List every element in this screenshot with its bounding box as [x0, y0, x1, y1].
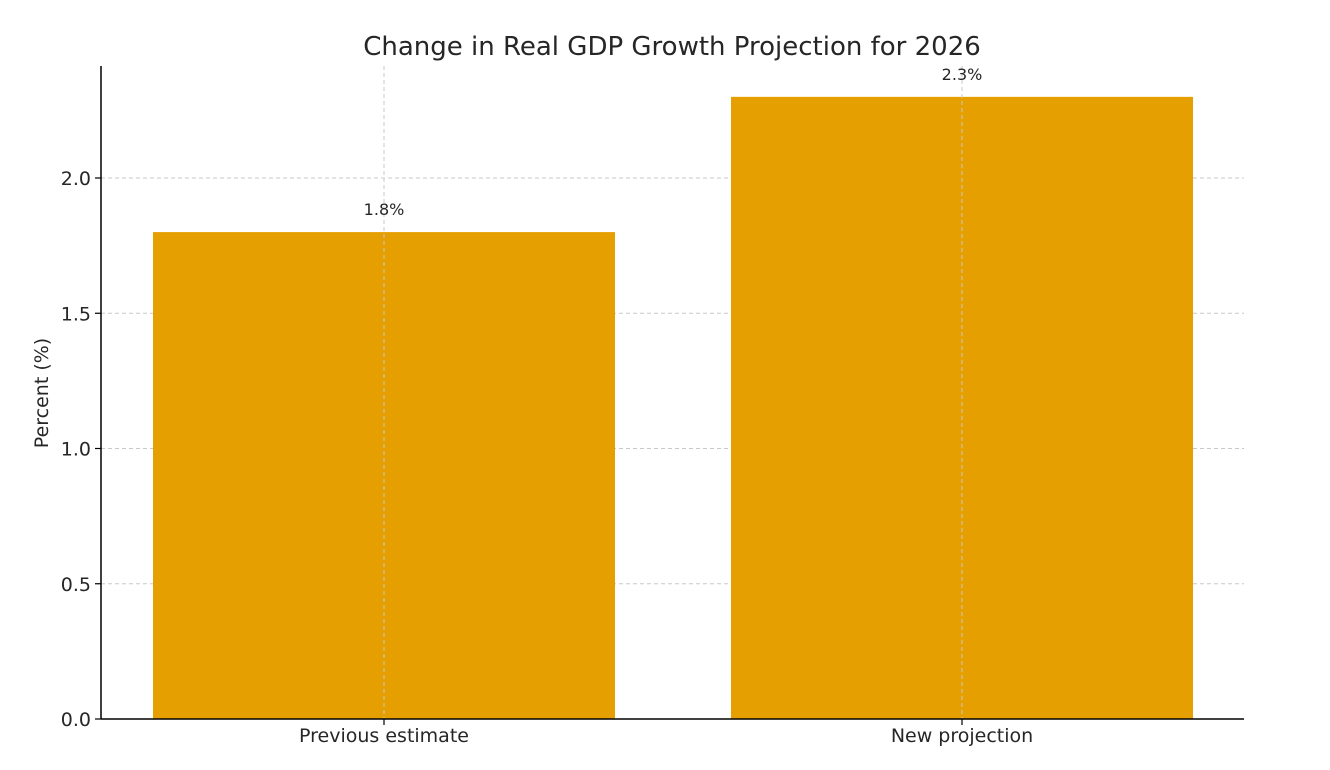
y-tick-label: 0.0 [61, 709, 91, 731]
y-tick-label: 2.0 [61, 168, 91, 190]
x-tick-label: Previous estimate [299, 725, 469, 747]
axes [95, 66, 1244, 725]
x-tick-label: New projection [891, 725, 1033, 747]
y-tick-label: 1.0 [61, 439, 91, 461]
bar-data-label: 2.3% [942, 65, 983, 84]
bars [153, 96, 1193, 720]
vertical-grid-lines [383, 66, 963, 719]
labels: 0.0 0.5 1.0 1.5 2.0 1.8% Previous estimate 2.3%… [61, 65, 1033, 747]
chart-title: Change in Real GDP Growth Projection for… [363, 32, 981, 62]
y-tick-label: 1.5 [61, 303, 91, 325]
bar [731, 96, 1193, 720]
y-axis-label: Percent (%) [31, 338, 53, 448]
bar-data-label: 1.8% [364, 200, 405, 219]
y-tick-label: 0.5 [61, 574, 91, 596]
